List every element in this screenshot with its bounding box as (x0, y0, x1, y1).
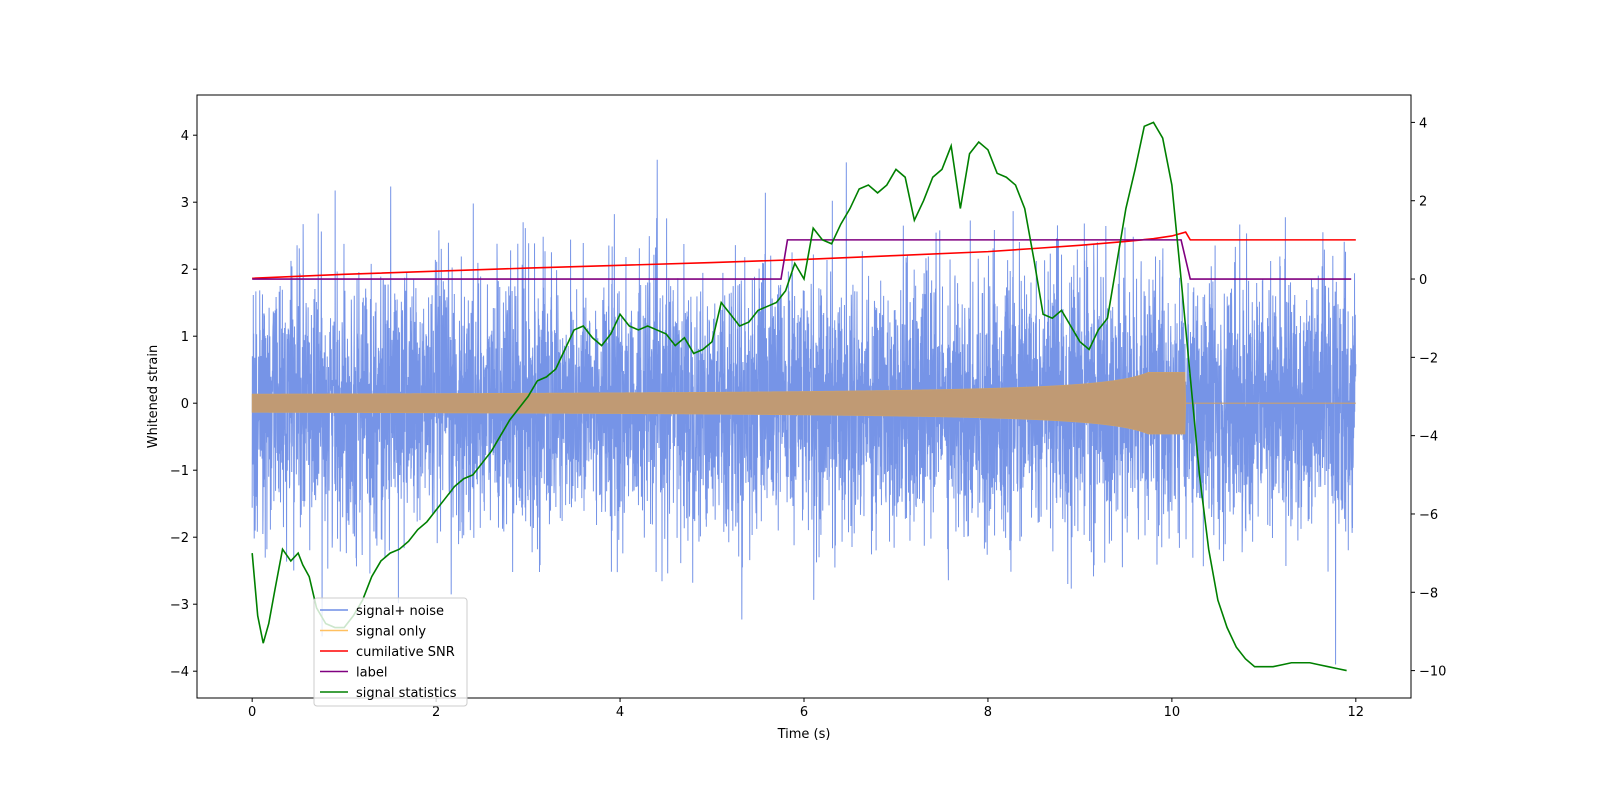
x-tick-label: 12 (1348, 705, 1365, 720)
y-tick-label: −3 (170, 598, 189, 613)
legend: signal+ noise signal only cumilative SNR la… (313, 597, 468, 707)
x-tick-label: 2 (432, 705, 440, 720)
x-tick-label: 4 (616, 705, 624, 720)
series-label (252, 239, 1352, 280)
x-tick-label: 6 (800, 705, 808, 720)
y-axis-left: −4 −3 −2 −1 0 1 2 3 4 (170, 129, 197, 680)
y2-tick-label: −8 (1419, 586, 1438, 601)
x-axis-label: Time (s) (777, 727, 831, 742)
y-axis-right: −10 −8 −6 −4 −2 0 2 4 (1411, 116, 1446, 680)
y2-tick-label: −10 (1419, 665, 1446, 680)
series-cumulative-snr (252, 231, 1356, 280)
y-tick-label: 2 (181, 263, 189, 278)
y-tick-label: 4 (181, 129, 189, 144)
x-axis: 0 2 4 6 8 10 12 (248, 698, 1364, 720)
legend-entry: signal+ noise (356, 604, 444, 619)
legend-box (313, 597, 468, 707)
y2-tick-label: 4 (1419, 116, 1427, 131)
x-tick-label: 0 (248, 705, 256, 720)
y-tick-label: 3 (181, 196, 189, 211)
legend-entry: cumilative SNR (356, 645, 455, 660)
plot-area (251, 121, 1357, 672)
y-axis-label: Whitened strain (146, 345, 161, 448)
y-tick-label: −4 (170, 665, 189, 680)
y2-tick-label: −4 (1419, 430, 1438, 445)
y-tick-label: −1 (170, 464, 189, 479)
series-signal-only (251, 372, 1187, 435)
x-tick-label: 8 (984, 705, 992, 720)
y2-tick-label: −6 (1419, 508, 1438, 523)
y-tick-label: 0 (181, 397, 189, 412)
x-tick-label: 10 (1164, 705, 1181, 720)
y2-tick-label: 0 (1419, 273, 1427, 288)
series-signal-statistics (251, 121, 1347, 672)
y2-tick-label: 2 (1419, 195, 1427, 210)
y2-tick-label: −2 (1419, 351, 1438, 366)
legend-entry: signal statistics (356, 686, 457, 701)
y-tick-label: 1 (181, 330, 189, 345)
legend-entry: label (356, 666, 387, 681)
y-tick-label: −2 (170, 531, 189, 546)
legend-entry: signal only (356, 625, 426, 640)
